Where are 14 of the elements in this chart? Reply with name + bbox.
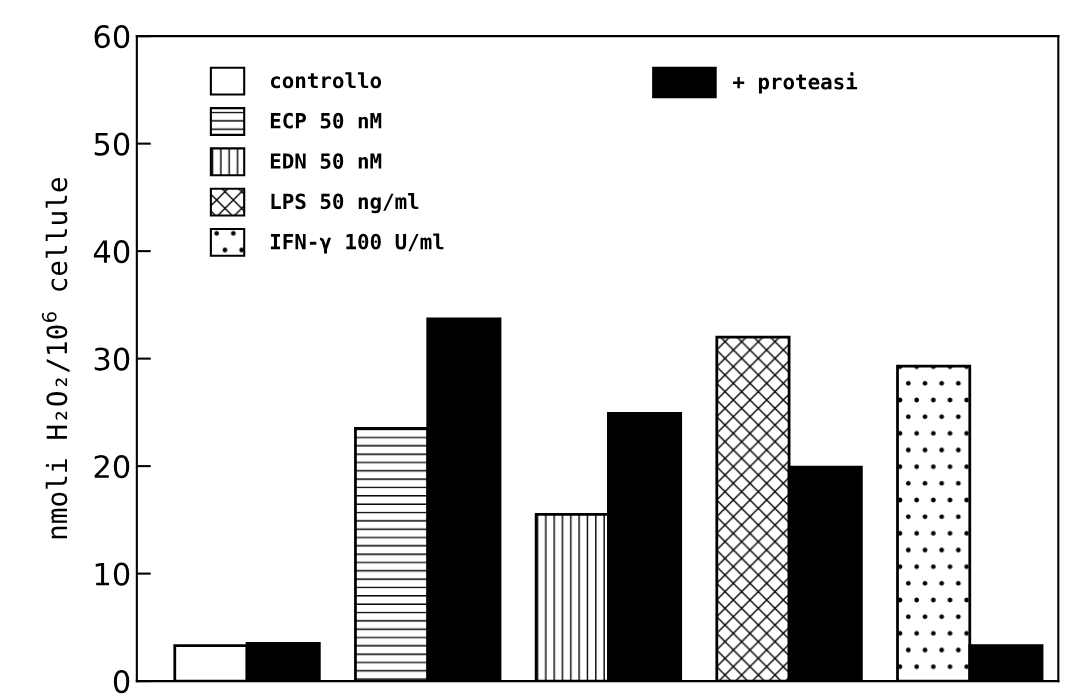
legend-label: IFN-γ 100 U/ml: [270, 233, 444, 254]
legend-label: + proteasi: [733, 72, 858, 94]
y-tick-label: 60: [94, 25, 130, 49]
legend-label: controllo: [270, 72, 382, 89]
y-tick-label: 20: [94, 455, 130, 479]
y-tick-label: 30: [94, 347, 130, 371]
y-tick-label: 40: [93, 240, 130, 264]
y-tick-label: 50: [94, 132, 130, 156]
legend-label: ECP 50 nM: [270, 112, 382, 129]
y-axis-title: nmoli H₂O₂/10$^{6}$ cellule: [41, 178, 70, 539]
y-tick-label: 0: [113, 670, 130, 694]
legend-label: EDN 50 nM: [270, 153, 382, 169]
legend-label: LPS 50 ng/ml: [271, 193, 419, 214]
y-tick-label: 10: [95, 562, 130, 586]
